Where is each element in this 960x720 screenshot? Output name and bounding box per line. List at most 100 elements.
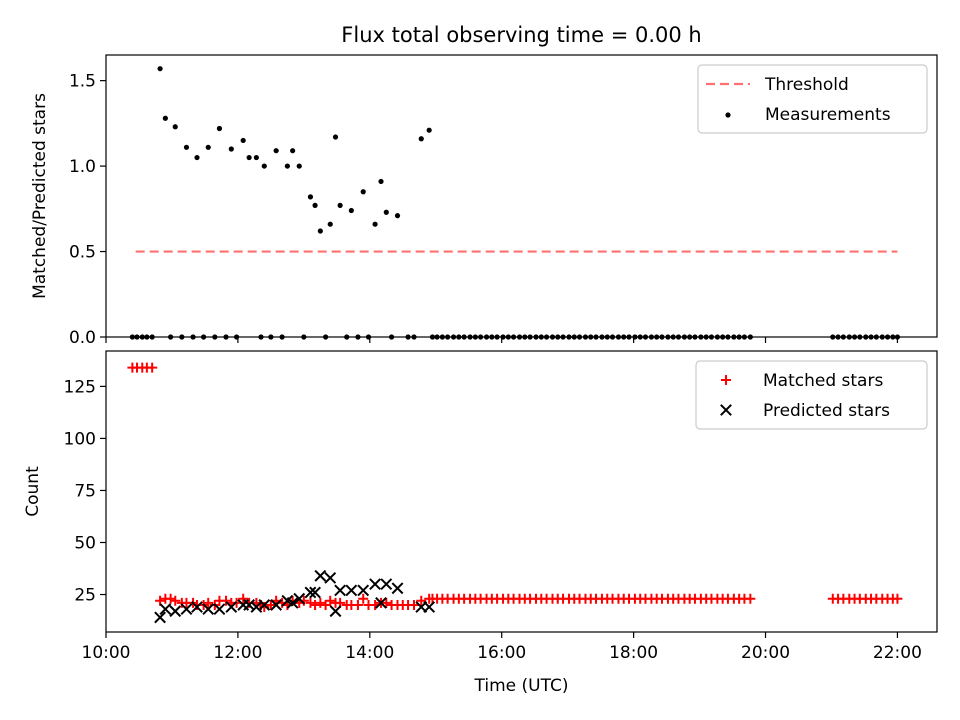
predicted-star-marker xyxy=(180,603,193,616)
predicted-star-marker xyxy=(324,571,337,584)
measurement-point xyxy=(162,115,168,121)
matched-star-marker xyxy=(165,593,176,604)
matched-star-marker xyxy=(203,597,214,608)
legend-label: Measurements xyxy=(765,105,891,125)
measurement-point xyxy=(426,127,432,133)
legend-label: Matched stars xyxy=(763,371,883,391)
legend-matched-symbol xyxy=(721,375,731,385)
predicted-star-marker xyxy=(375,596,387,609)
y-tick-label: 125 xyxy=(64,377,96,397)
measurement-point xyxy=(372,221,378,227)
y-tick-label: 0.0 xyxy=(69,328,96,348)
measurement-point xyxy=(216,125,223,132)
predicted-star-marker xyxy=(191,601,203,613)
matched-star-marker xyxy=(408,599,419,610)
measurement-point xyxy=(337,202,343,208)
measurement-point xyxy=(240,137,246,144)
predicted-star-marker xyxy=(286,596,299,609)
x-tick-label: 16:00 xyxy=(477,643,526,663)
x-tick-label: 22:00 xyxy=(873,643,922,663)
measurement-point xyxy=(194,154,200,161)
legend-predicted-symbol xyxy=(720,404,732,416)
predicted-star-marker xyxy=(357,584,370,597)
plot-frame xyxy=(105,350,938,633)
predicted-star-marker xyxy=(369,578,381,591)
x-tick-label: 18:00 xyxy=(609,643,658,663)
matched-star-marker xyxy=(265,599,276,610)
predicted-star-marker xyxy=(243,599,256,611)
measurement-point xyxy=(360,189,366,195)
measurement-point xyxy=(172,124,178,130)
matched-star-marker xyxy=(352,599,363,610)
predicted-star-marker xyxy=(314,569,327,582)
matched-star-marker xyxy=(325,595,336,606)
measurement-point xyxy=(261,163,267,169)
measurement-point xyxy=(205,144,211,150)
y-tick-label: 50 xyxy=(74,533,96,553)
legend-label: Threshold xyxy=(764,75,849,95)
predicted-star-marker xyxy=(345,584,358,597)
measurement-point xyxy=(307,194,314,200)
matched-star-marker xyxy=(745,593,756,604)
x-axis-label: Time (UTC) xyxy=(474,676,569,696)
y-tick-label: 75 xyxy=(74,481,96,501)
measurement-point xyxy=(348,207,354,214)
predicted-star-marker xyxy=(304,586,317,599)
measurement-point xyxy=(183,144,190,150)
legend-label: Predicted stars xyxy=(763,401,890,421)
bottom-panel: 25 50 75 100 125 10:00 12:00 14:00 16:00 18:00 20:… xyxy=(23,350,938,696)
matched-star-marker xyxy=(310,599,321,610)
predicted-star-marker xyxy=(293,592,306,605)
predicted-star-marker xyxy=(202,603,215,616)
predicted-star-marker xyxy=(159,603,172,616)
matched-star-marker xyxy=(147,362,158,373)
predicted-star-marker xyxy=(270,599,283,611)
x-tick-label: 14:00 xyxy=(345,643,394,663)
measurement-point xyxy=(296,163,302,169)
predicted-star-marker xyxy=(258,599,271,611)
x-tick-label: 20:00 xyxy=(741,643,790,663)
predicted-star-marker xyxy=(423,601,436,613)
predicted-star-marker xyxy=(334,584,347,597)
legend-measurement-symbol xyxy=(725,112,731,118)
measurement-point xyxy=(394,213,401,219)
predicted-star-marker xyxy=(380,578,393,591)
y-tick-label: 25 xyxy=(74,586,96,606)
measurement-point xyxy=(253,154,259,161)
legend-box xyxy=(697,64,928,134)
legend: Matched stars Predicted stars xyxy=(695,360,928,430)
y-tick-label: 1.5 xyxy=(69,72,96,92)
matched-star-marker xyxy=(305,597,316,608)
predicted-star-marker xyxy=(154,611,166,624)
legend: Threshold Measurements xyxy=(697,64,928,134)
matched-star-marker xyxy=(238,593,249,604)
measurement-point xyxy=(418,136,424,142)
y-tick-label: 100 xyxy=(64,429,96,449)
measurement-point xyxy=(157,66,163,72)
y-tick-label: 1.0 xyxy=(69,157,96,177)
x-tick-label: 12:00 xyxy=(213,643,262,663)
matched-star-marker xyxy=(416,595,427,606)
measurement-point xyxy=(290,148,296,154)
matched-star-marker xyxy=(315,597,326,608)
predicted-star-marker xyxy=(213,603,226,616)
matched-star-marker xyxy=(221,595,232,606)
chart-title: Flux total observing time = 0.00 h xyxy=(341,23,701,47)
top-panel: 0.0 0.5 1.0 1.5 Matched/Predicted stars Thres… xyxy=(30,54,938,348)
matched-star-marker xyxy=(358,593,369,604)
measurement-point xyxy=(312,202,318,208)
legend-box xyxy=(695,360,928,430)
matched-star-marker xyxy=(381,597,392,608)
measurement-point xyxy=(317,228,323,234)
measurement-point xyxy=(246,154,252,161)
measurement-point xyxy=(332,134,339,140)
measurement-point xyxy=(284,163,290,169)
y-axis-label: Count xyxy=(23,466,43,517)
measurement-point xyxy=(383,209,389,215)
matched-star-marker xyxy=(170,595,181,606)
matched-star-marker xyxy=(892,593,903,604)
predicted-star-marker xyxy=(309,586,321,599)
predicted-star-marker xyxy=(225,601,238,613)
measurement-point xyxy=(228,146,234,152)
